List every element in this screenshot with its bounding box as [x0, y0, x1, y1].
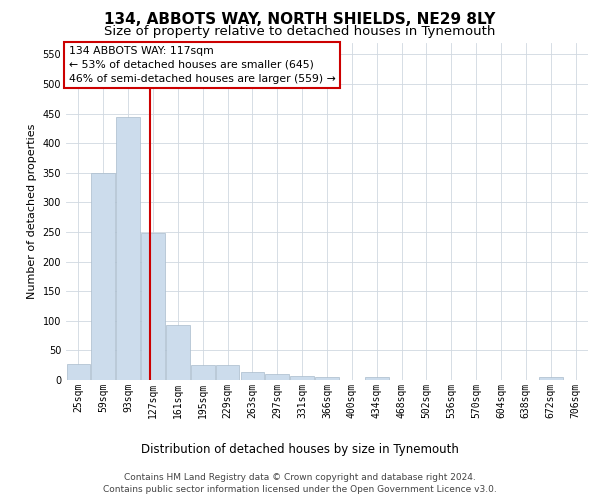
Text: Contains public sector information licensed under the Open Government Licence v3: Contains public sector information licen… — [103, 485, 497, 494]
Text: Contains HM Land Registry data © Crown copyright and database right 2024.: Contains HM Land Registry data © Crown c… — [124, 472, 476, 482]
Bar — [241, 372, 264, 380]
Y-axis label: Number of detached properties: Number of detached properties — [27, 124, 37, 299]
Bar — [315, 377, 339, 380]
Bar — [166, 325, 190, 380]
Bar — [365, 377, 389, 380]
Bar — [290, 376, 314, 380]
Bar — [265, 374, 289, 380]
Bar — [539, 377, 563, 380]
Bar — [116, 116, 140, 380]
Bar — [91, 173, 115, 380]
Text: 134 ABBOTS WAY: 117sqm
← 53% of detached houses are smaller (645)
46% of semi-de: 134 ABBOTS WAY: 117sqm ← 53% of detached… — [68, 46, 335, 84]
Bar — [216, 365, 239, 380]
Text: 134, ABBOTS WAY, NORTH SHIELDS, NE29 8LY: 134, ABBOTS WAY, NORTH SHIELDS, NE29 8LY — [104, 12, 496, 28]
Text: Size of property relative to detached houses in Tynemouth: Size of property relative to detached ho… — [104, 25, 496, 38]
Bar — [67, 364, 90, 380]
Bar — [191, 365, 215, 380]
Text: Distribution of detached houses by size in Tynemouth: Distribution of detached houses by size … — [141, 442, 459, 456]
Bar — [141, 233, 165, 380]
